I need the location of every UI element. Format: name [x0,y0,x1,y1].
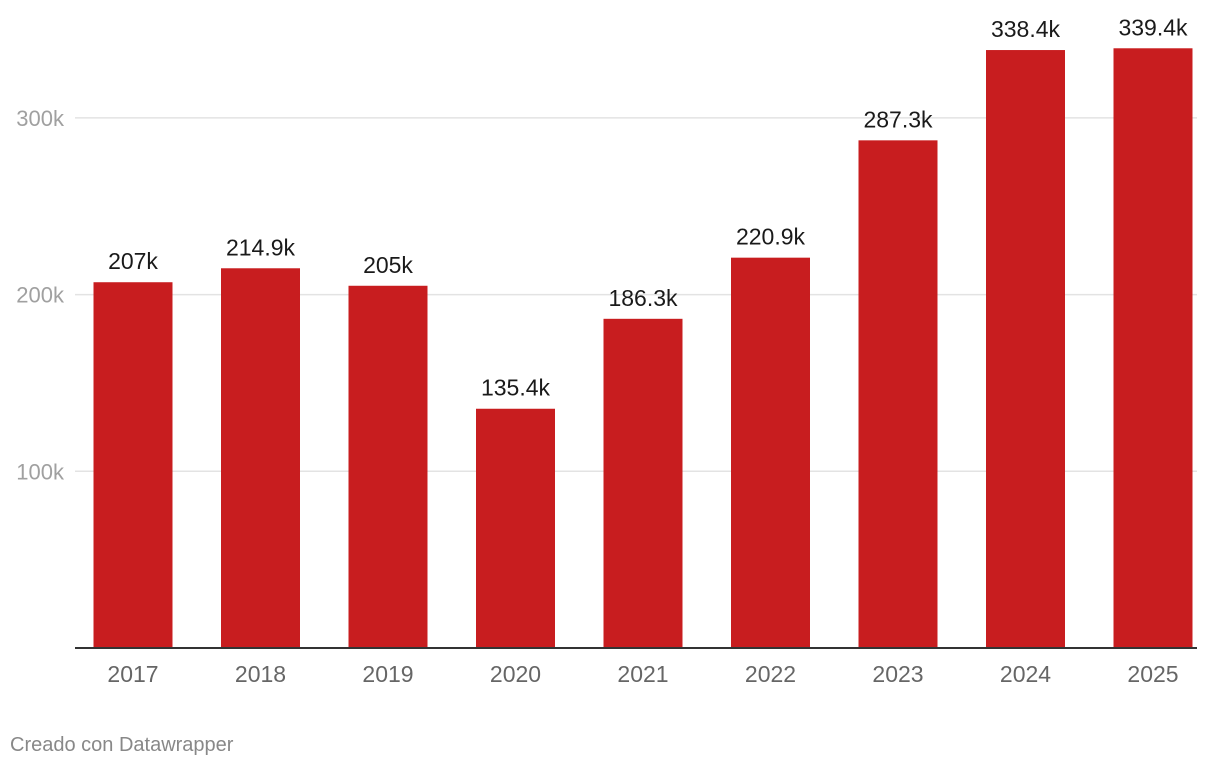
x-tick-label-2018: 2018 [235,661,286,687]
value-label-2021: 186.3k [608,285,678,311]
bar-2024 [986,50,1065,649]
bar-2020 [476,408,555,648]
bars [93,48,1193,649]
value-label-2020: 135.4k [481,375,551,401]
bar-2019 [348,285,428,648]
x-tick-label-2019: 2019 [362,661,413,687]
x-tick-label-2021: 2021 [617,661,668,687]
x-tick-label-2020: 2020 [490,661,541,687]
credit-footer: Creado con Datawrapper [10,734,234,756]
value-label-2024: 338.4k [991,16,1061,42]
y-tick-label: 100k [16,459,65,484]
x-tick-label-2022: 2022 [745,661,796,687]
value-label-2025: 339.4k [1118,14,1188,40]
y-tick-label: 300k [16,106,65,131]
x-tick-label-2024: 2024 [1000,661,1051,687]
x-tick-label-2023: 2023 [872,661,923,687]
bar-2025 [1113,48,1193,648]
value-label-2017: 207k [108,248,158,274]
y-axis-ticks: 100k 200k 300k [16,106,65,484]
value-labels: 207k 214.9k 205k 135.4k 186.3k 220.9k 287.3k 33… [108,14,1188,400]
bar-2023 [858,140,938,649]
y-tick-label: 200k [16,283,65,308]
x-tick-label-2017: 2017 [107,661,158,687]
value-label-2022: 220.9k [736,224,806,250]
x-axis-ticks: 2017 2018 2019 2020 2021 2022 2023 2024 2025 [107,661,1178,687]
bar-2022 [731,257,810,648]
bar-2021 [603,318,683,648]
value-label-2023: 287.3k [863,106,933,132]
bar-2018 [221,268,300,648]
x-tick-label-2025: 2025 [1127,661,1178,687]
bar-2017 [93,282,173,648]
value-label-2019: 205k [363,252,413,278]
value-label-2018: 214.9k [226,234,296,260]
